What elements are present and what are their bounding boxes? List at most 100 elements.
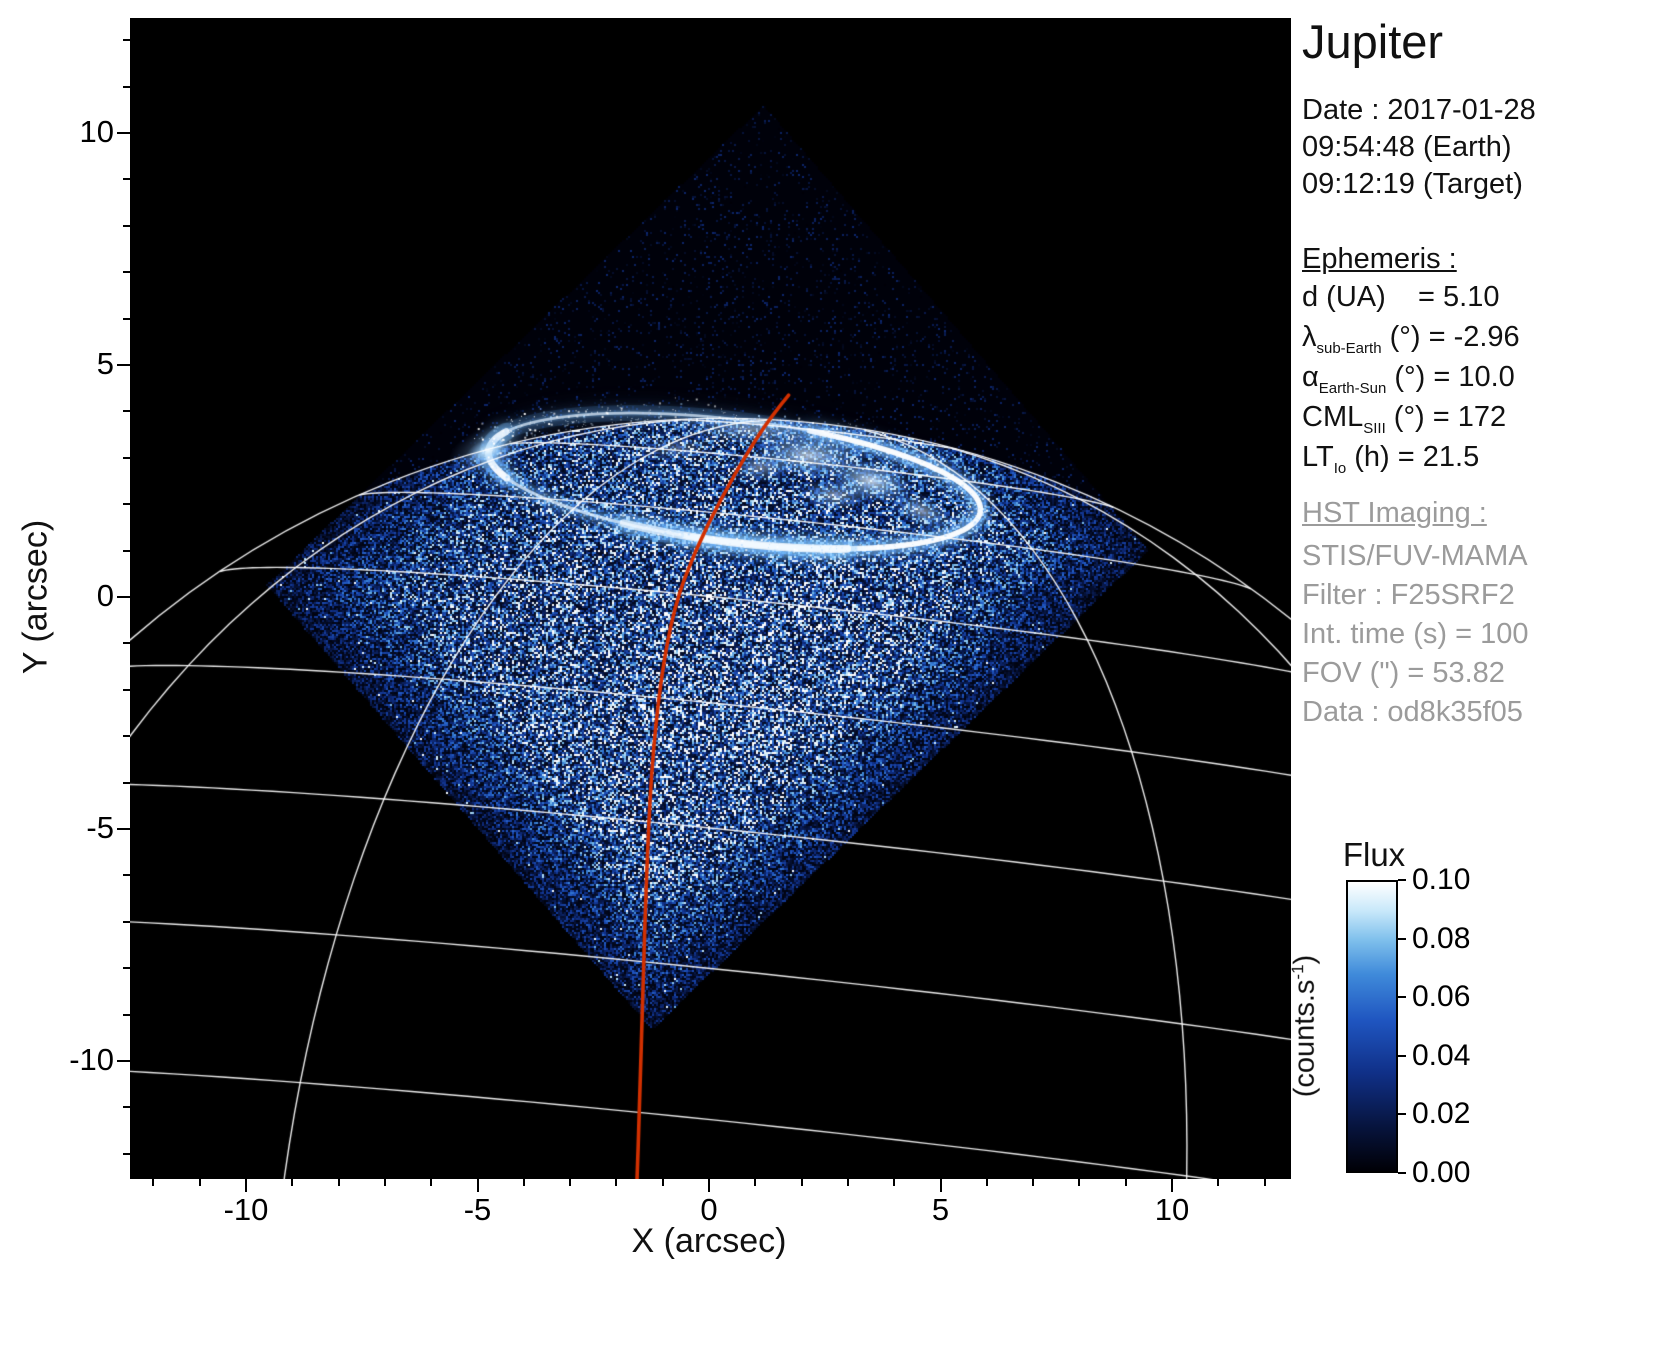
colorbar-unit-pre: (counts.s [1289,980,1321,1098]
colorbar-unit-label: (counts.s-1) [1288,955,1322,1097]
y-axis-tick [123,921,130,923]
ephemeris-block: d (UA) = 5.10 λsub-Earth (°) = -2.96 αEa… [1302,281,1520,481]
ephemeris-line-phase-angle: αEarth-Sun (°) = 10.0 [1302,361,1520,401]
colorbar-tick-label: 0.04 [1412,1039,1470,1073]
x-axis-tick [708,1179,710,1192]
ephemeris-value: = 5.10 [1386,281,1500,313]
y-axis-tick [123,271,130,273]
y-axis-tick [117,364,130,366]
y-axis-tick-label: 5 [28,346,114,382]
x-axis-tick [384,1179,386,1186]
y-axis-tick [123,967,130,969]
hst-fov-line: FOV (") = 53.82 [1302,654,1528,693]
ephemeris-subscript: SIII [1363,420,1386,437]
colorbar-unit-exponent: -1 [1288,964,1307,979]
x-axis-tick [1032,1179,1034,1186]
x-axis-tick [940,1179,942,1192]
colorbar-tick-label: 0.06 [1412,980,1470,1014]
observation-block: Date : 2017-01-28 09:54:48 (Earth) 09:12… [1302,92,1536,203]
figure: -10 -5 0 5 10 -10 -5 0 5 10 X (arcsec) Y (arcsec)… [0,0,1676,1367]
x-axis-tick [893,1179,895,1186]
y-axis-tick [117,596,130,598]
x-axis-tick-label: 5 [881,1192,1001,1228]
x-axis-tick [338,1179,340,1186]
x-axis-tick [291,1179,293,1186]
y-axis-tick-label: -10 [28,1042,114,1078]
x-axis-tick [754,1179,756,1186]
ephemeris-value: (°) = -2.96 [1382,321,1520,353]
x-axis-tick-label: -5 [418,1192,538,1228]
colorbar-title: Flux [1343,836,1405,874]
y-axis-tick [117,828,130,830]
ephemeris-line-distance: d (UA) = 5.10 [1302,281,1520,321]
y-axis-tick [123,1153,130,1155]
colorbar-tick-label: 0.00 [1412,1156,1470,1190]
date-line: Date : 2017-01-28 [1302,92,1536,129]
x-axis-tick [569,1179,571,1186]
x-axis-tick [523,1179,525,1186]
y-axis-tick [123,689,130,691]
y-axis-tick [123,735,130,737]
colorbar-unit-post: ) [1289,955,1321,965]
colorbar-tick [1398,1172,1406,1174]
target-time-line: 09:12:19 (Target) [1302,166,1536,203]
hst-imaging-block: STIS/FUV-MAMA Filter : F25SRF2 Int. time… [1302,537,1528,732]
x-axis-tick-label: -10 [186,1192,306,1228]
earth-time-line: 09:54:48 (Earth) [1302,129,1536,166]
hst-inttime-line: Int. time (s) = 100 [1302,615,1528,654]
ephemeris-symbol: λ [1302,321,1317,353]
colorbar-tick [1398,938,1406,940]
y-axis-tick [123,318,130,320]
ephemeris-symbol: CML [1302,401,1363,433]
y-axis-tick [117,1060,130,1062]
colorbar-tick-label: 0.02 [1412,1097,1470,1131]
colorbar-tick [1398,1113,1406,1115]
x-axis-tick [847,1179,849,1186]
y-axis-tick [123,410,130,412]
colorbar-tick-label: 0.10 [1412,863,1470,897]
y-axis-tick [123,874,130,876]
x-axis-tick [986,1179,988,1186]
x-axis-title: X (arcsec) [632,1222,787,1261]
x-axis-tick [1078,1179,1080,1186]
ephemeris-subscript: Earth-Sun [1319,380,1387,397]
y-axis-tick [123,1014,130,1016]
target-title: Jupiter [1302,14,1443,69]
y-axis-tick [117,132,130,134]
y-axis-tick [123,39,130,41]
y-axis-tick-label: 10 [28,114,114,150]
x-axis-tick [1125,1179,1127,1186]
colorbar [1346,880,1398,1173]
colorbar-tick [1398,1055,1406,1057]
x-axis-tick [152,1179,154,1186]
y-axis-tick [123,782,130,784]
y-axis-tick [123,457,130,459]
hst-imaging-header: HST Imaging : [1302,497,1487,530]
y-axis-title: Y (arcsec) [17,520,56,674]
x-axis-tick [1171,1179,1173,1192]
y-axis-tick [123,642,130,644]
y-axis-tick [123,178,130,180]
x-axis-tick [801,1179,803,1186]
y-axis-tick [123,86,130,88]
x-axis-tick [1217,1179,1219,1186]
x-axis-tick [199,1179,201,1186]
colorbar-tick [1398,996,1406,998]
x-axis-tick [615,1179,617,1186]
hst-dataid-line: Data : od8k35f05 [1302,693,1528,732]
y-axis-tick [123,225,130,227]
ephemeris-header: Ephemeris : [1302,243,1457,276]
x-axis-tick [1264,1179,1266,1186]
y-axis-tick [123,550,130,552]
plot-area [130,18,1291,1179]
ephemeris-value: (°) = 10.0 [1386,361,1514,393]
ephemeris-value: (h) = 21.5 [1346,441,1479,473]
ephemeris-line-cml: CMLSIII (°) = 172 [1302,401,1520,441]
x-axis-tick [477,1179,479,1192]
x-axis-tick [430,1179,432,1186]
colorbar-tick-label: 0.08 [1412,922,1470,956]
x-axis-tick-label: 10 [1112,1192,1232,1228]
ephemeris-symbol: α [1302,361,1319,393]
hst-filter-line: Filter : F25SRF2 [1302,576,1528,615]
x-axis-tick [662,1179,664,1186]
